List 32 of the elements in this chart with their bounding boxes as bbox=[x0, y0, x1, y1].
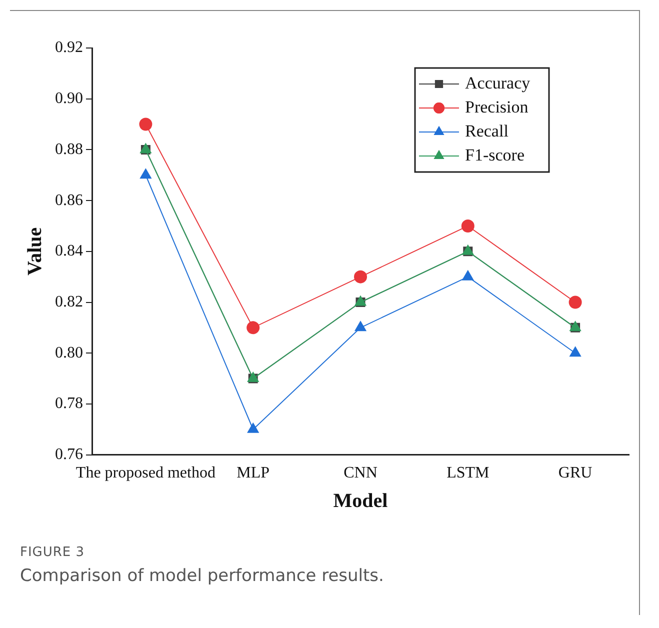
x-tick-label: GRU bbox=[558, 464, 593, 482]
y-tick-label: 0.88 bbox=[55, 140, 83, 158]
y-tick-label: 0.80 bbox=[55, 344, 83, 362]
point bbox=[247, 422, 259, 433]
point bbox=[461, 219, 474, 232]
y-tick-label: 0.78 bbox=[55, 395, 83, 412]
point bbox=[354, 321, 366, 332]
point bbox=[462, 270, 474, 280]
y-tick-label: 0.92 bbox=[55, 39, 83, 56]
legend-label: Recall bbox=[465, 121, 509, 140]
x-tick-label: LSTM bbox=[446, 464, 490, 482]
legend-label: Precision bbox=[465, 97, 529, 116]
point bbox=[140, 168, 152, 179]
text: Comparison of model performance results. bbox=[20, 566, 384, 586]
y-tick-label: 0.82 bbox=[55, 293, 83, 310]
point bbox=[568, 296, 582, 309]
caption: FIGURE 3 bbox=[20, 545, 86, 560]
y-tick-label: 0.84 bbox=[55, 242, 83, 260]
x-axis-title: Model bbox=[333, 490, 388, 512]
point bbox=[139, 118, 152, 131]
y-tick-label: 0.86 bbox=[55, 192, 83, 209]
legend-label: Accuracy bbox=[465, 73, 531, 92]
point bbox=[354, 270, 367, 284]
y-axis-title: Value bbox=[24, 227, 46, 276]
y-tick-label: 0.76 bbox=[55, 446, 83, 464]
x-tick-label: MLP bbox=[236, 464, 270, 482]
x-tick-label: CNN bbox=[344, 464, 378, 482]
y-tick-label: 0.90 bbox=[55, 90, 83, 108]
point bbox=[246, 321, 260, 334]
point bbox=[570, 346, 581, 357]
legend-label: F1-score bbox=[465, 145, 524, 164]
x-tick-label: The proposed method bbox=[76, 464, 216, 482]
